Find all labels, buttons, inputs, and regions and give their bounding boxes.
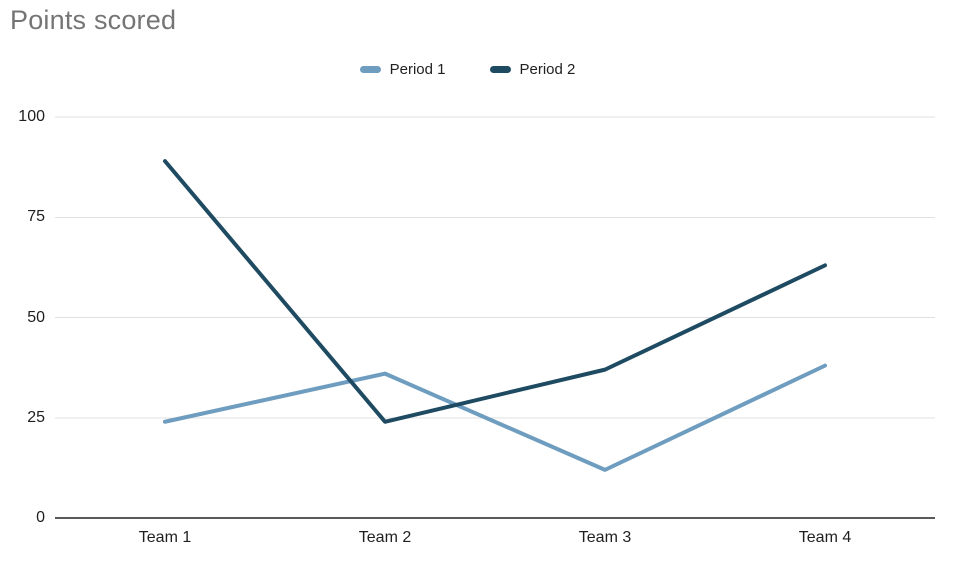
series-line-period-1 — [163, 363, 827, 472]
x-category-label: Team 2 — [358, 529, 412, 546]
x-category-label: Team 1 — [138, 529, 192, 546]
series-line-period-2 — [163, 159, 827, 424]
legend-swatch-period-1 — [359, 66, 381, 73]
legend-label-period-1: Period 1 — [389, 61, 446, 78]
y-tick-label: 25 — [27, 408, 45, 426]
y-tick-label: 50 — [27, 308, 45, 326]
legend-item-period-2: Period 2 — [489, 61, 576, 78]
legend-item-period-1: Period 1 — [359, 61, 446, 78]
x-category-label: Team 4 — [798, 529, 852, 546]
x-category-label: Team 3 — [578, 529, 632, 546]
y-tick-label: 100 — [18, 108, 45, 125]
chart-title: Points scored — [10, 5, 177, 35]
y-tick-label: 75 — [27, 208, 45, 226]
y-tick-label: 0 — [36, 509, 45, 526]
legend-label-period-2: Period 2 — [519, 61, 576, 78]
legend-swatch-period-2 — [489, 66, 511, 73]
legend: Period 1 Period 2 — [0, 61, 935, 78]
